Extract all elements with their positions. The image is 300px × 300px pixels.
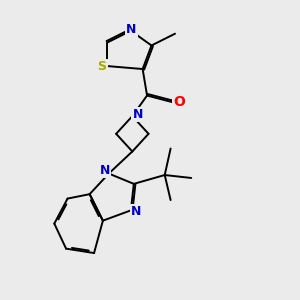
Text: N: N: [131, 205, 141, 218]
Text: N: N: [132, 108, 143, 121]
Text: O: O: [173, 95, 185, 109]
Text: S: S: [98, 60, 106, 73]
Text: N: N: [126, 23, 136, 36]
Text: N: N: [100, 164, 110, 177]
